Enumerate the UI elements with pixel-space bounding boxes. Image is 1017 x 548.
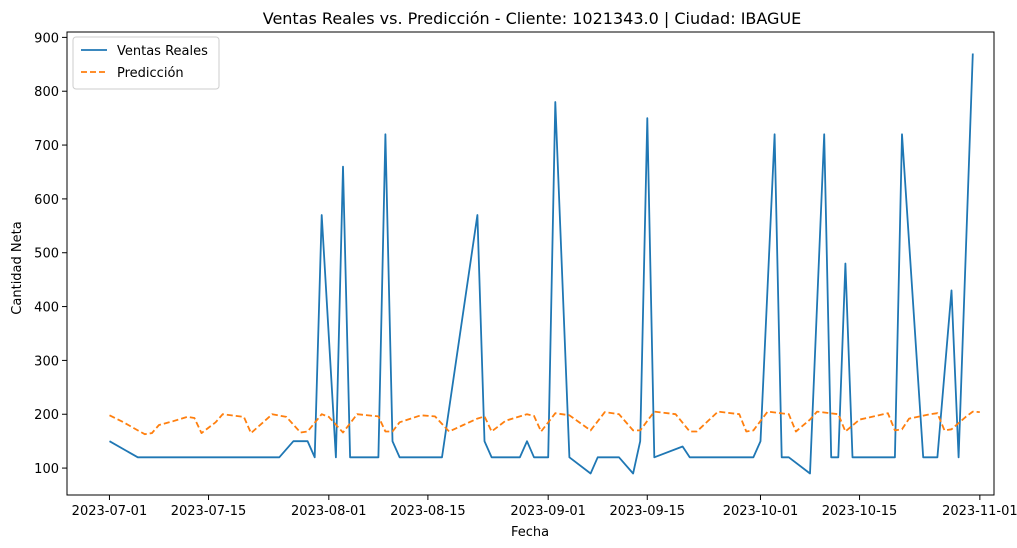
- legend: Ventas Reales Predicción: [72, 36, 220, 90]
- x-tick-label: 2023-11-01: [942, 504, 1017, 519]
- x-axis-title: Fecha: [511, 525, 549, 540]
- y-tick-label: 300: [34, 354, 59, 369]
- x-tick-label: 2023-10-15: [822, 504, 898, 519]
- x-tick-label: 2023-07-01: [72, 504, 148, 519]
- series-line-ventas-reales: [109, 53, 974, 475]
- y-tick-label: 400: [34, 301, 59, 316]
- y-axis: 100 200 300 400 500 600 700 800 900: [34, 31, 67, 477]
- x-tick-label: 2023-10-01: [723, 504, 799, 519]
- chart-title: Ventas Reales vs. Predicción - Cliente: …: [263, 9, 802, 28]
- x-tick-label: 2023-07-15: [171, 504, 247, 519]
- legend-label-ventas-reales: Ventas Reales: [117, 44, 208, 59]
- y-tick-label: 100: [34, 462, 59, 477]
- x-tick-label: 2023-09-15: [609, 504, 685, 519]
- y-tick-label: 500: [34, 247, 59, 262]
- y-tick-label: 800: [34, 85, 59, 100]
- y-tick-label: 600: [34, 193, 59, 208]
- y-tick-label: 700: [34, 139, 59, 154]
- plot-area: [109, 53, 980, 475]
- x-tick-label: 2023-09-01: [510, 504, 586, 519]
- series-line-prediccion: [109, 410, 980, 436]
- legend-label-prediccion: Predicción: [117, 66, 184, 81]
- y-axis-title: Cantidad Neta: [10, 221, 25, 314]
- x-tick-label: 2023-08-15: [390, 504, 466, 519]
- x-tick-label: 2023-08-01: [291, 504, 367, 519]
- y-tick-label: 200: [34, 408, 59, 423]
- x-axis: 2023-07-01 2023-07-15 2023-08-01 2023-08-15…: [72, 495, 1017, 519]
- plot-frame: [66, 31, 995, 496]
- y-tick-label: 900: [34, 31, 59, 46]
